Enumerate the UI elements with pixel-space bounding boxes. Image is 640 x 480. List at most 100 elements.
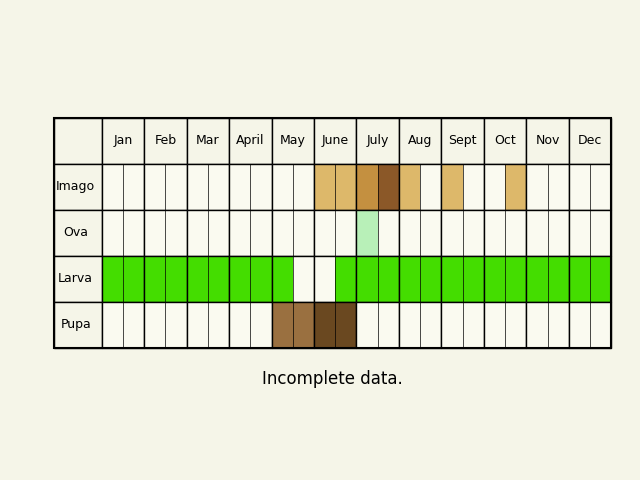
Bar [356, 302, 399, 348]
Bar [271, 256, 314, 302]
Bar [229, 302, 250, 348]
Bar [54, 256, 102, 302]
Text: June: June [322, 134, 349, 147]
Bar [356, 210, 378, 256]
Text: Incomplete data.: Incomplete data. [262, 370, 403, 388]
Bar [356, 164, 378, 210]
Bar [442, 302, 463, 348]
Bar [526, 302, 569, 348]
Bar [187, 256, 229, 302]
Bar [271, 164, 314, 210]
Bar [356, 210, 399, 256]
Bar [463, 210, 484, 256]
Bar [165, 302, 187, 348]
Text: Larva: Larva [58, 272, 93, 286]
Bar [271, 210, 292, 256]
Bar [102, 164, 123, 210]
Bar [144, 118, 187, 164]
Bar [547, 164, 569, 210]
Bar [420, 164, 442, 210]
Bar [250, 302, 271, 348]
Bar [165, 256, 187, 302]
Bar [590, 256, 611, 302]
Bar [123, 164, 144, 210]
Bar [484, 164, 505, 210]
Bar [102, 210, 123, 256]
Bar [442, 164, 463, 210]
Bar [484, 256, 526, 302]
Bar [356, 118, 399, 164]
Bar [526, 210, 547, 256]
Bar [463, 256, 484, 302]
Bar [442, 210, 463, 256]
Bar [378, 210, 399, 256]
Bar [484, 118, 526, 164]
Bar [54, 210, 102, 256]
Text: Feb: Feb [154, 134, 177, 147]
Bar [399, 256, 420, 302]
Bar [547, 210, 569, 256]
Bar [569, 256, 590, 302]
Bar [187, 256, 208, 302]
Bar [250, 210, 271, 256]
Bar [314, 302, 356, 348]
Bar [102, 118, 144, 164]
Bar [335, 164, 356, 210]
Bar [229, 210, 271, 256]
Bar [250, 256, 271, 302]
Bar [569, 118, 611, 164]
Bar [208, 210, 229, 256]
Text: Dec: Dec [578, 134, 602, 147]
Bar [54, 302, 102, 348]
Bar [54, 118, 611, 348]
Bar [292, 302, 314, 348]
Bar [314, 164, 335, 210]
Bar [590, 302, 611, 348]
Bar [526, 118, 569, 164]
Bar [442, 256, 463, 302]
Bar [271, 256, 292, 302]
Bar [399, 302, 442, 348]
Bar [505, 164, 526, 210]
Bar [314, 210, 335, 256]
Text: Ova: Ova [63, 226, 88, 240]
Bar [356, 256, 399, 302]
Bar [165, 210, 187, 256]
Bar [102, 164, 144, 210]
Bar [271, 118, 314, 164]
Bar [314, 302, 335, 348]
Bar [208, 302, 229, 348]
Bar [505, 256, 526, 302]
Bar [378, 256, 399, 302]
Bar [144, 164, 187, 210]
Bar [442, 118, 484, 164]
Bar [208, 256, 229, 302]
Bar [144, 210, 165, 256]
Bar [484, 256, 505, 302]
Bar [144, 302, 187, 348]
Bar [271, 302, 314, 348]
Bar [420, 302, 442, 348]
Bar [590, 164, 611, 210]
Bar [144, 210, 187, 256]
Bar [378, 164, 399, 210]
Bar [187, 164, 229, 210]
Text: May: May [280, 134, 306, 147]
Text: July: July [367, 134, 389, 147]
Bar [314, 256, 356, 302]
Bar [250, 164, 271, 210]
Bar [54, 118, 102, 164]
Bar [526, 210, 569, 256]
Text: Aug: Aug [408, 134, 433, 147]
Bar [399, 256, 442, 302]
Text: Pupa: Pupa [60, 318, 91, 332]
Bar [292, 210, 314, 256]
Bar [292, 256, 314, 302]
Bar [123, 302, 144, 348]
Bar [526, 256, 547, 302]
Bar [569, 210, 611, 256]
Bar [102, 302, 144, 348]
Bar [484, 302, 526, 348]
Bar [484, 302, 505, 348]
Bar [399, 302, 420, 348]
